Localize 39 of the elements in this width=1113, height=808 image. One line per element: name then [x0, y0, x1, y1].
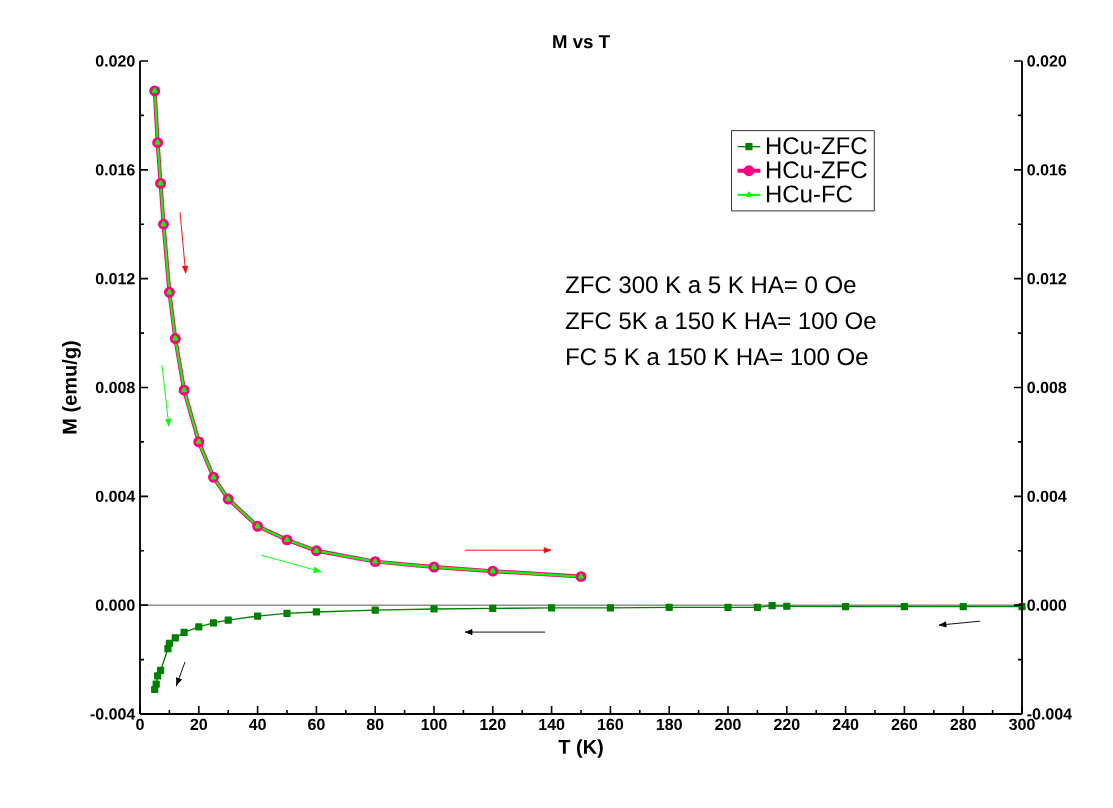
y-tick-label: 0.016 — [95, 164, 135, 176]
x-tick-label: 260 — [891, 718, 918, 731]
x-tick-label: 240 — [832, 718, 859, 731]
x-tick-label: 0 — [136, 718, 144, 731]
annotation: ZFC 5K a 150 K HA= 100 Oe — [565, 312, 876, 330]
y2-tick-label: 0.008 — [1027, 381, 1067, 394]
y-tick-label: -0.004 — [90, 708, 136, 720]
x-tick-label: 180 — [656, 718, 682, 731]
legend-label: HCu-ZFC — [766, 161, 867, 179]
x-tick-label: 300 — [1009, 718, 1035, 731]
y2-tick-label: 0.000 — [1027, 599, 1067, 611]
x-tick-label: 140 — [539, 718, 565, 731]
y-axis-title: M (emu/g) — [62, 341, 81, 434]
x-tick-label: 80 — [366, 718, 384, 731]
x-tick-label: 120 — [480, 718, 506, 731]
x-tick-label: 280 — [950, 718, 976, 731]
x-tick-label: 20 — [190, 718, 208, 731]
y2-tick-label: 0.012 — [1027, 273, 1067, 285]
y-tick-label: 0.020 — [95, 55, 135, 67]
x-tick-label: 160 — [598, 718, 624, 731]
x-tick-label: 100 — [421, 718, 447, 731]
annotation: FC 5 K a 150 K HA= 100 Oe — [567, 348, 868, 366]
x-tick-label: 40 — [248, 718, 266, 731]
y2-tick-label: 0.004 — [1027, 490, 1067, 502]
x-tick-label: 200 — [715, 718, 741, 731]
chart-title: M vs T — [553, 35, 610, 49]
legend-label: HCu-FC — [766, 185, 853, 203]
y-tick-label: 0.008 — [95, 381, 135, 394]
y-tick-label: 0.000 — [95, 599, 135, 611]
y2-tick-label: 0.016 — [1027, 164, 1067, 176]
x-tick-label: 220 — [774, 718, 800, 731]
legend-label: HCu-ZFC — [766, 137, 867, 155]
y-tick-label: 0.012 — [95, 273, 135, 285]
y2-tick-label: 0.020 — [1027, 55, 1067, 67]
y2-tick-label: -0.004 — [1027, 708, 1072, 720]
annotation: ZFC 300 K a 5 K HA= 0 Oe — [565, 276, 856, 294]
x-tick-label: 60 — [308, 718, 325, 731]
x-axis-title: T (K) — [558, 739, 603, 758]
y-tick-label: 0.004 — [95, 490, 136, 502]
